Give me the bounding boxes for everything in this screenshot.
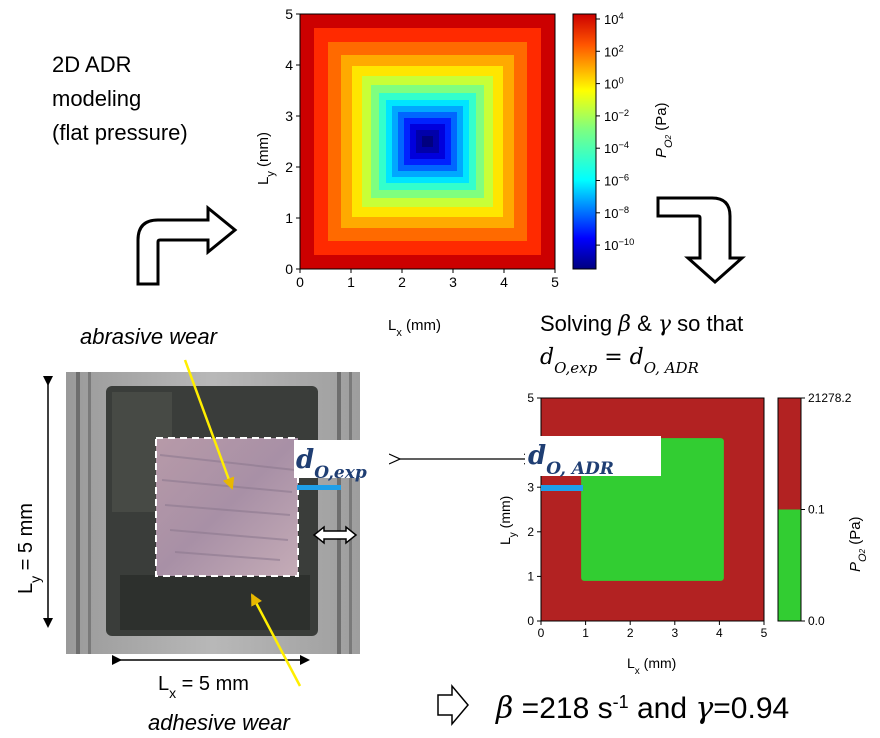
intro-line: modeling [52, 86, 141, 111]
abrasive-arrow [183, 359, 235, 490]
x-tick-label: 0 [538, 626, 545, 640]
dashed-box [155, 437, 299, 577]
top-plot-frame [299, 13, 556, 270]
adhesive-arrow [250, 593, 302, 687]
photo-groove [88, 372, 91, 654]
d-adr-label-bg [525, 436, 661, 476]
x-tick-label: 3 [449, 274, 457, 290]
top-colorbar [572, 13, 597, 270]
top-colorbar-ticks: 104 102 100 10−2 10−4 10−6 10−8 10−10 [596, 11, 634, 253]
x-tick-label: 2 [398, 274, 406, 290]
y-tick-label: 5 [285, 6, 293, 22]
x-tick-label: 0 [296, 274, 304, 290]
colorbar-tick-label: 0.1 [808, 503, 825, 517]
colorbar-tick-label: 10−10 [604, 237, 634, 253]
bottom-colorbar-label: PO2 (Pa) [847, 516, 869, 572]
colorbar-tick-label: 10−6 [604, 173, 629, 189]
y-tick-label: 2 [527, 525, 534, 539]
top-xlabel: Lx (mm) [388, 317, 441, 339]
abrasive-wear-label: abrasive wear [80, 324, 219, 349]
y-tick-label: 0 [527, 614, 534, 628]
intro-line: 2D ADR [52, 52, 131, 77]
photo-groove [349, 372, 352, 654]
intro-line: (flat pressure) [52, 120, 188, 145]
top-plot-axes: 0 1 2 3 4 5 0 1 2 3 4 5 [285, 6, 559, 290]
result-arrow [437, 683, 469, 727]
width-double-arrow [312, 525, 358, 545]
x-tick-label: 3 [671, 626, 678, 640]
bottom-colorbar-ticks: 21278.2 0.1 0.0 [801, 391, 852, 628]
y-tick-label: 4 [285, 57, 293, 73]
x-tick-label: 4 [716, 626, 723, 640]
top-heatmap [299, 13, 556, 270]
x-tick-label: 5 [551, 274, 559, 290]
x-tick-label: 1 [582, 626, 589, 640]
y-tick-label: 1 [285, 210, 293, 226]
colorbar-tick-label: 102 [604, 43, 624, 59]
colorbar-tick-label: 0.0 [808, 614, 825, 628]
photo-groove [337, 372, 341, 654]
top-colorbar-label: PO2 (Pa) [653, 102, 675, 158]
intro-text: 2D ADR modeling (flat pressure) [52, 52, 188, 145]
x-tick-label: 4 [500, 274, 508, 290]
y-tick-label: 5 [527, 391, 534, 405]
colorbar-tick-label: 104 [604, 11, 624, 27]
result-text: β =218 s-1 and γ=0.94 [495, 691, 789, 726]
depth-marker-adr [541, 485, 583, 491]
solving-line-2: dO,exp = dO, ADR [540, 345, 699, 377]
depth-marker-exp [297, 485, 341, 490]
d-exp-label-bg [294, 440, 360, 478]
top-heatmap-layer [422, 136, 433, 147]
x-tick-label: 1 [347, 274, 355, 290]
top-ylabel: Ly (mm) [255, 132, 277, 185]
bottom-plot-frame [540, 397, 765, 622]
adhesive-wear-label: adhesive wear [148, 710, 292, 735]
y-tick-label: 2 [285, 159, 293, 175]
solving-line-1: Solving β & γ so that [540, 311, 743, 337]
lx-dimension-label: Lx = 5 mm [158, 673, 249, 701]
y-tick-label: 3 [527, 480, 534, 494]
wear-track-patch [120, 575, 310, 630]
colorbar-tick-label: 100 [604, 76, 624, 92]
ly-dimension-label: Ly = 5 mm [15, 503, 43, 594]
colorbar-tick-label: 10−2 [604, 108, 629, 124]
colorbar-tick-label: 10−8 [604, 205, 629, 221]
x-tick-label: 2 [627, 626, 634, 640]
x-tick-label: 5 [761, 626, 768, 640]
bottom-xlabel: Lx (mm) [627, 655, 676, 677]
wear-photo [66, 372, 360, 654]
photo-groove [76, 372, 80, 654]
bottom-colorbar [777, 397, 802, 622]
bottom-ylabel: Ly (mm) [497, 496, 519, 545]
y-tick-label: 1 [527, 570, 534, 584]
colorbar-tick-label: 21278.2 [808, 391, 852, 405]
y-tick-label: 0 [285, 261, 293, 277]
curved-arrow-right [656, 196, 746, 285]
y-tick-label: 3 [285, 108, 293, 124]
colorbar-tick-label: 10−4 [604, 140, 629, 156]
curved-arrow-left [136, 204, 238, 286]
